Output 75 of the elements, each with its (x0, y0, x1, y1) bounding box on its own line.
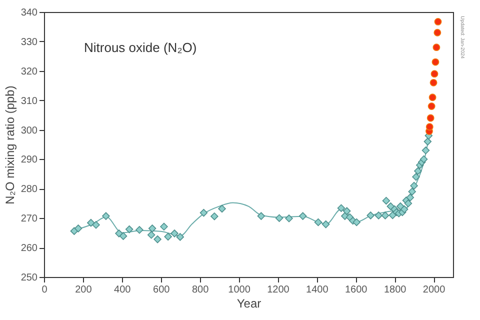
point (428, 102, 436, 110)
x-axis-title: Year (236, 296, 262, 310)
point (428, 94, 436, 102)
x-tick-label: 0 (42, 284, 48, 296)
point (430, 78, 438, 86)
point (408, 188, 416, 196)
point (148, 224, 156, 232)
point (147, 231, 156, 239)
point (322, 220, 330, 228)
y-tick-label: 340 (20, 8, 38, 18)
x-tick-label: 1000 (228, 284, 251, 296)
point (400, 205, 408, 214)
point (115, 230, 123, 238)
point (432, 44, 440, 52)
point (352, 218, 360, 226)
point (414, 167, 422, 175)
point (154, 235, 162, 244)
y-tick-label: 300 (20, 125, 38, 136)
x-tick-label: 200 (75, 284, 92, 296)
point (374, 212, 382, 220)
point (422, 146, 430, 154)
x-tick-label: 1200 (267, 284, 290, 296)
point (424, 138, 432, 146)
point (164, 232, 172, 241)
point (92, 221, 100, 229)
point (381, 212, 390, 220)
point (218, 204, 226, 213)
point (170, 230, 178, 238)
x-tick-label: 800 (192, 284, 210, 296)
point (382, 196, 390, 205)
point (314, 218, 322, 226)
point (210, 212, 218, 220)
x-tick-label: 1600 (344, 284, 368, 296)
point (337, 204, 346, 212)
point (298, 212, 307, 220)
y-tick-label: 270 (20, 214, 38, 225)
x-tick-label: 600 (153, 284, 170, 296)
y-tick-label: 310 (20, 96, 38, 107)
point (426, 114, 434, 122)
x-tick-label: 2000 (422, 284, 446, 296)
x-tick-label: 1800 (384, 284, 407, 296)
point (434, 28, 442, 36)
point (176, 233, 184, 241)
text: Nitrous oxide (N₂O) (84, 40, 197, 55)
y-tick-label: 330 (20, 36, 38, 48)
point (136, 226, 144, 234)
point (102, 212, 110, 220)
y-tick-label: 280 (20, 184, 38, 196)
point (200, 208, 208, 217)
point (342, 207, 351, 215)
point (275, 214, 284, 222)
y-tick-label: 290 (20, 154, 38, 166)
point (430, 70, 438, 78)
x-tick-label: 1400 (306, 284, 329, 296)
point (257, 212, 266, 220)
point (160, 222, 168, 231)
y-tick-label: 260 (20, 243, 38, 254)
point (410, 182, 418, 190)
x-tick-label: 400 (114, 284, 132, 296)
point (119, 232, 128, 240)
point (420, 155, 428, 164)
point (404, 200, 412, 208)
point (426, 123, 434, 131)
point (412, 173, 420, 181)
point (285, 214, 293, 222)
y-tick-label: 320 (20, 66, 38, 78)
point (432, 58, 440, 66)
point (406, 194, 414, 202)
point (125, 225, 134, 234)
point (74, 224, 82, 232)
point (366, 212, 374, 220)
point (87, 218, 95, 227)
y-tick-label: 250 (20, 272, 38, 284)
point (434, 18, 442, 26)
y-axis-title: N₂O mixing ratio (ppb) (2, 86, 17, 204)
